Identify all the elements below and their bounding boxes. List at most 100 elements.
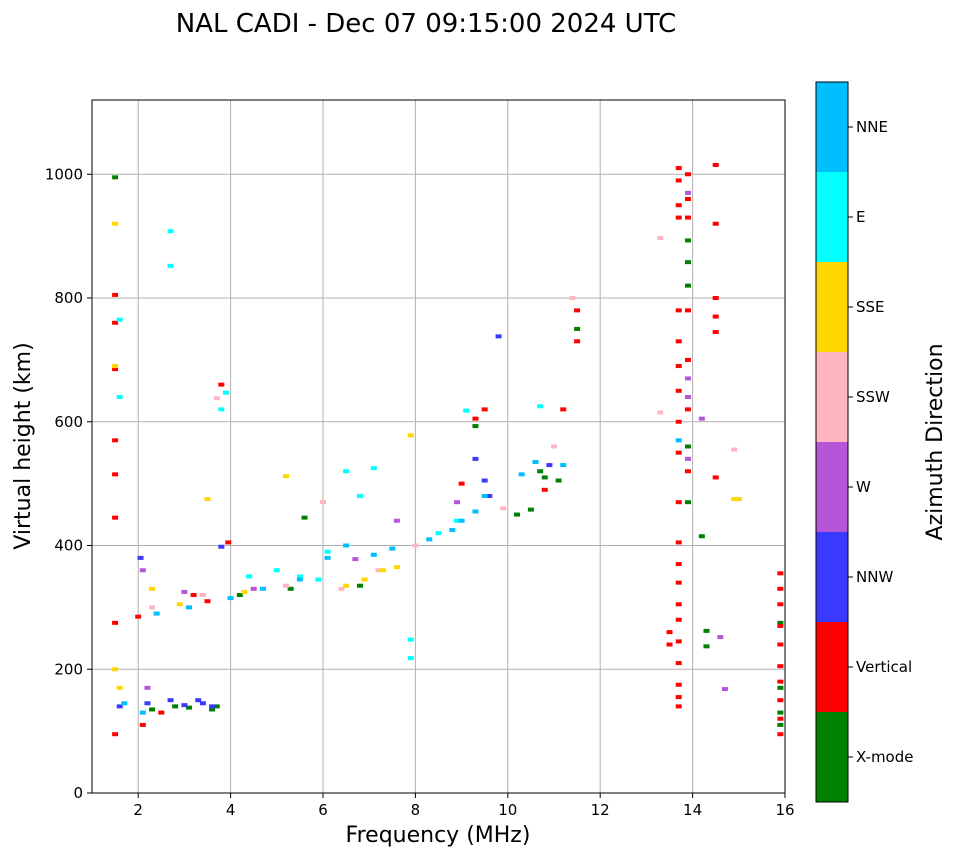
colorbar-segment <box>816 172 848 262</box>
echo-point-x-mode <box>541 475 548 480</box>
echo-point-vertical <box>112 438 119 443</box>
echo-point-sse <box>112 667 119 672</box>
echo-point-ssw <box>320 500 326 505</box>
echo-point-vertical <box>675 450 682 455</box>
y-axis-ticks: 0 200 400 600 800 1000 <box>45 165 92 802</box>
echo-point-vertical <box>675 215 682 220</box>
colorbar-segment <box>816 622 848 712</box>
echo-point-e <box>315 577 322 582</box>
echo-point-e <box>273 568 280 573</box>
x-tick-label: 2 <box>133 801 143 819</box>
colorbar-segment <box>816 352 848 442</box>
echo-point-vertical <box>675 500 682 505</box>
colorbar-tick-label: E <box>856 208 865 226</box>
echo-point-vertical <box>112 320 119 325</box>
echo-point-nne <box>370 552 377 557</box>
echo-point-vertical <box>675 695 682 700</box>
echo-point-vertical <box>574 308 581 313</box>
echo-point-vertical <box>112 515 119 520</box>
echo-point-nne <box>449 528 456 533</box>
echo-point-x-mode <box>356 583 363 588</box>
echo-point-vertical <box>190 593 197 597</box>
echo-point-x-mode <box>209 707 216 712</box>
x-axis-ticks: 2 4 6 8 10 12 14 16 <box>133 793 795 819</box>
echo-point-nne <box>518 472 525 477</box>
colorbar-tick-label: NNE <box>856 118 888 136</box>
echo-point-x-mode <box>236 593 243 597</box>
echo-point-sse <box>283 474 290 479</box>
echo-point-nne <box>458 518 465 523</box>
echo-point-nnw <box>181 703 188 708</box>
echo-point-vertical <box>675 166 682 171</box>
echo-point-ssw <box>375 568 382 573</box>
echo-point-vertical <box>158 710 165 715</box>
x-axis-label: Frequency (MHz) <box>346 823 531 848</box>
echo-point-vertical <box>684 308 691 313</box>
echo-point-e <box>116 317 123 322</box>
echo-point-x-mode <box>684 500 691 505</box>
echo-point-w <box>352 557 359 562</box>
echo-point-nne <box>343 543 350 548</box>
colorbar-segment <box>816 532 848 622</box>
echo-point-vertical <box>684 357 691 362</box>
echo-point-nnw <box>546 463 553 468</box>
echo-point-vertical <box>472 416 479 421</box>
echo-point-vertical <box>684 172 691 177</box>
echo-point-vertical <box>112 367 119 372</box>
echo-point-e <box>167 229 174 234</box>
echo-point-e <box>370 466 377 471</box>
echo-point-vertical <box>712 330 719 335</box>
echo-point-w <box>139 568 146 573</box>
echo-point-vertical <box>112 472 119 477</box>
echo-point-vertical <box>675 602 682 607</box>
y-tick-label: 200 <box>54 660 83 678</box>
echo-point-nne <box>139 710 146 715</box>
echo-point-nnw <box>218 544 225 549</box>
echo-point-e <box>116 395 123 399</box>
y-tick-label: 0 <box>73 784 83 802</box>
colorbar-tick-label: W <box>856 478 871 496</box>
echo-point-vertical <box>777 679 784 684</box>
colorbar-segment <box>816 262 848 352</box>
colorbar-segment <box>816 82 848 172</box>
echo-point-nne <box>324 555 331 560</box>
echo-point-w <box>181 589 188 594</box>
colorbar-tick-label: X-mode <box>856 748 913 766</box>
echo-point-vertical <box>777 586 784 591</box>
echo-point-w <box>684 376 691 381</box>
echo-point-ssw <box>657 410 664 415</box>
echo-point-e <box>463 408 470 413</box>
echo-point-nne <box>560 463 567 468</box>
echo-point-vertical <box>112 292 119 297</box>
y-tick-label: 400 <box>54 537 83 555</box>
echo-point-e <box>453 518 460 523</box>
echo-point-vertical <box>712 162 719 167</box>
y-axis-label: Virtual height (km) <box>11 342 36 549</box>
echo-point-vertical <box>675 661 682 666</box>
echo-point-vertical <box>684 469 691 474</box>
echo-point-vertical <box>777 623 784 628</box>
echo-point-sse <box>393 565 400 570</box>
echo-point-vertical <box>218 382 225 387</box>
echo-point-vertical <box>777 716 784 721</box>
echo-point-nne <box>426 537 433 542</box>
echo-point-x-mode <box>149 707 156 712</box>
echo-point-sse <box>241 589 248 594</box>
echo-point-vertical <box>675 639 682 644</box>
colorbar-tick-label: Vertical <box>856 658 912 676</box>
echo-point-vertical <box>712 475 719 480</box>
echo-point-e <box>343 469 350 474</box>
x-tick-label: 8 <box>411 801 421 819</box>
echo-point-e <box>407 656 414 661</box>
echo-point-vertical <box>481 407 488 412</box>
echo-point-vertical <box>675 203 682 208</box>
x-tick-label: 4 <box>226 801 236 819</box>
echo-point-x-mode <box>777 710 784 715</box>
echo-point-w <box>393 518 400 523</box>
echo-point-ssw <box>657 235 664 240</box>
echo-point-sse <box>343 583 350 588</box>
colorbar-tick-label: SSW <box>856 388 890 406</box>
echo-point-vertical <box>777 642 784 647</box>
echo-point-x-mode <box>213 704 220 709</box>
echo-point-vertical <box>135 614 142 619</box>
